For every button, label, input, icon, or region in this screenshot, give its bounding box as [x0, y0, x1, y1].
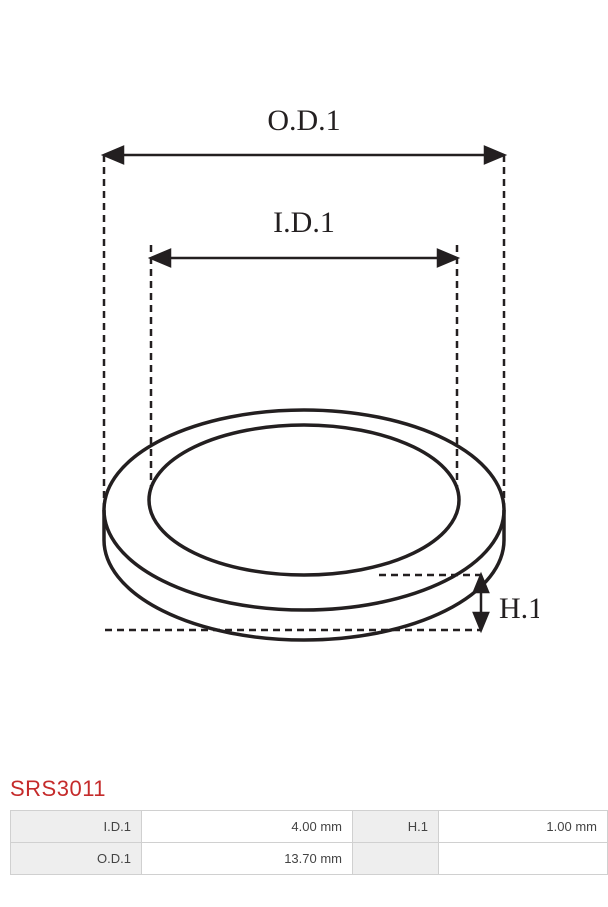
spec-key: I.D.1 [11, 811, 142, 843]
table-row: I.D.1 4.00 mm H.1 1.00 mm [11, 811, 608, 843]
spec-key: H.1 [353, 811, 439, 843]
spec-value: 4.00 mm [142, 811, 353, 843]
part-code-title: SRS3011 [0, 770, 608, 810]
spec-table: I.D.1 4.00 mm H.1 1.00 mm O.D.1 13.70 mm [10, 810, 608, 875]
h-label: H.1 [499, 592, 539, 625]
spec-value: 1.00 mm [439, 811, 608, 843]
spec-value: 13.70 mm [142, 843, 353, 875]
spec-key [353, 843, 439, 875]
dimension-diagram: O.D.1 I.D.1 [0, 0, 608, 770]
table-row: O.D.1 13.70 mm [11, 843, 608, 875]
ring-drawing: O.D.1 I.D.1 [69, 70, 539, 710]
id-label: I.D.1 [273, 206, 335, 239]
od-label: O.D.1 [267, 104, 340, 137]
spec-key: O.D.1 [11, 843, 142, 875]
spec-value [439, 843, 608, 875]
